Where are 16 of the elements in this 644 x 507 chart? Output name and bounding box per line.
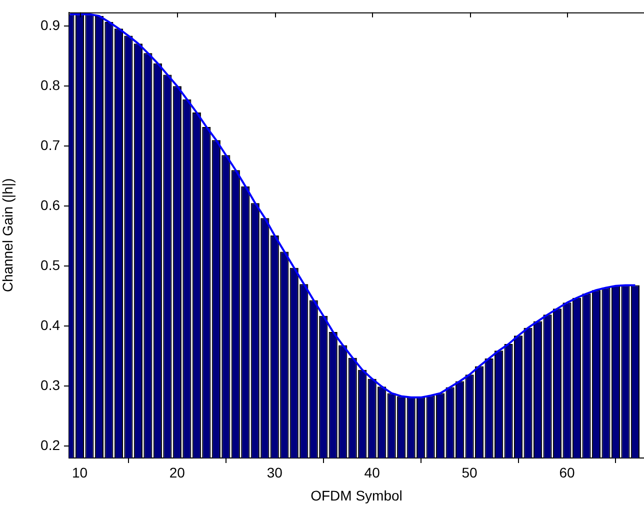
y-tick-label: 0.5 [40,256,60,273]
y-axis-title: Channel Gain (|h|) [0,178,16,292]
y-tick-label: 0.3 [40,376,60,393]
x-tick-label: 50 [462,464,478,480]
y-tick-label: 0.9 [40,17,60,34]
y-tick-label: 0.7 [40,137,60,153]
x-tick-label: 40 [364,464,380,480]
y-tick-label: 0.6 [40,196,60,213]
x-tick-label: 20 [169,464,186,480]
x-axis-title: OFDM Symbol [310,487,402,504]
y-tick-label: 0.4 [40,316,60,333]
y-tick-label: 0.2 [40,436,60,453]
y-tick-label: 0.8 [40,77,60,94]
x-tick-label: 30 [266,464,283,480]
x-tick-label: 60 [559,464,576,480]
x-tick-label: 10 [72,464,88,480]
